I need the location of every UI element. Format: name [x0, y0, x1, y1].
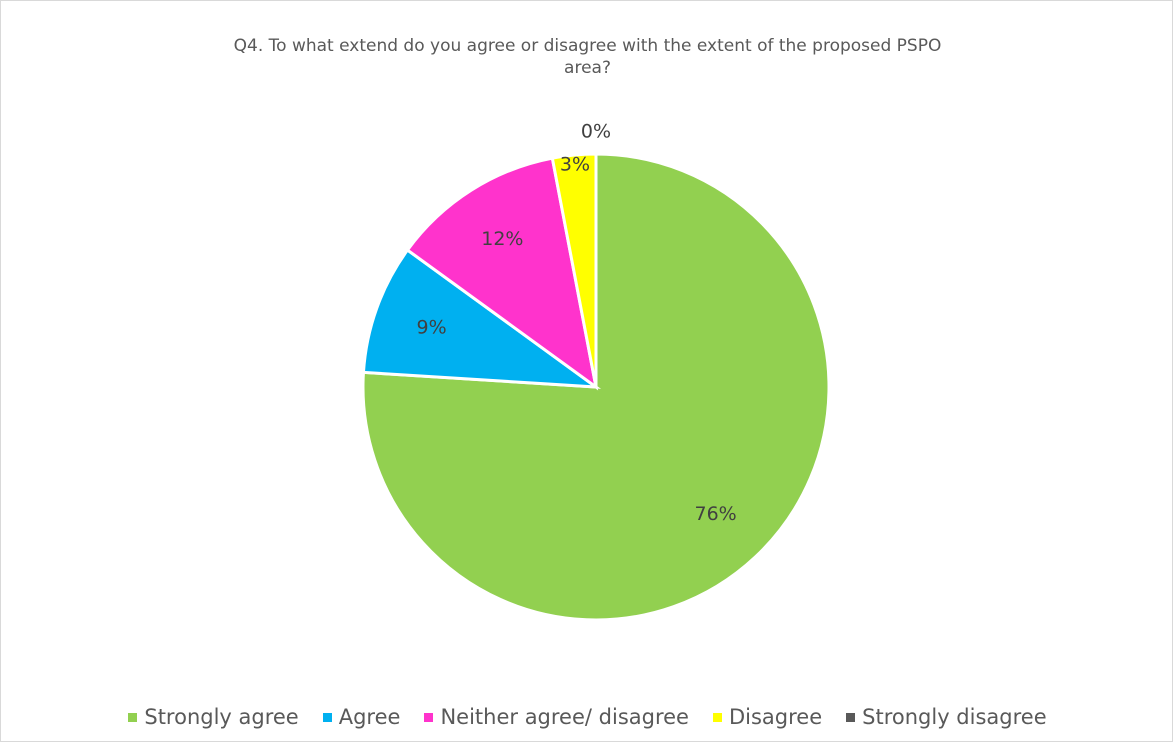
- data-label-neither-agree-disagree: 12%: [481, 228, 523, 250]
- legend-label-agree: Agree: [338, 705, 401, 729]
- pie-slice-agree: [361, 247, 602, 389]
- chart-legend: Strongly agree Agree Neither agree/ disagr…: [1, 701, 1173, 733]
- chart-title-line-2: area?: [564, 58, 611, 78]
- legend-label-neither-agree-disagree: Neither agree/ disagree: [440, 705, 689, 729]
- data-label-strongly-agree: 76%: [695, 503, 737, 525]
- pie-slice-disagree: [550, 152, 598, 388]
- legend-label-strongly-disagree: Strongly disagree: [862, 705, 1047, 729]
- legend-item-strongly-disagree: Strongly disagree: [846, 705, 1047, 729]
- data-label-disagree: 3%: [560, 153, 590, 175]
- legend-swatch-strongly-disagree: [846, 712, 856, 722]
- chart-title: Q4. To what extend do you agree or disag…: [201, 35, 974, 79]
- chart-title-line-1: Q4. To what extend do you agree or disag…: [233, 36, 942, 56]
- legend-swatch-strongly-agree: [128, 712, 138, 722]
- legend-label-strongly-agree: Strongly agree: [144, 705, 299, 729]
- legend-item-neither-agree-disagree: Neither agree/ disagree: [424, 705, 689, 729]
- legend-label-disagree: Disagree: [728, 705, 823, 729]
- legend-item-strongly-agree: Strongly agree: [128, 705, 299, 729]
- data-label-agree: 9%: [417, 316, 447, 338]
- legend-swatch-neither-agree-disagree: [424, 712, 434, 722]
- legend-item-agree: Agree: [322, 705, 401, 729]
- pie-slice-neither-agree-disagree: [405, 156, 599, 391]
- legend-swatch-agree: [322, 712, 332, 722]
- data-label-strongly-disagree: 0%: [581, 121, 611, 143]
- legend-item-disagree: Disagree: [712, 705, 823, 729]
- legend-swatch-disagree: [712, 712, 722, 722]
